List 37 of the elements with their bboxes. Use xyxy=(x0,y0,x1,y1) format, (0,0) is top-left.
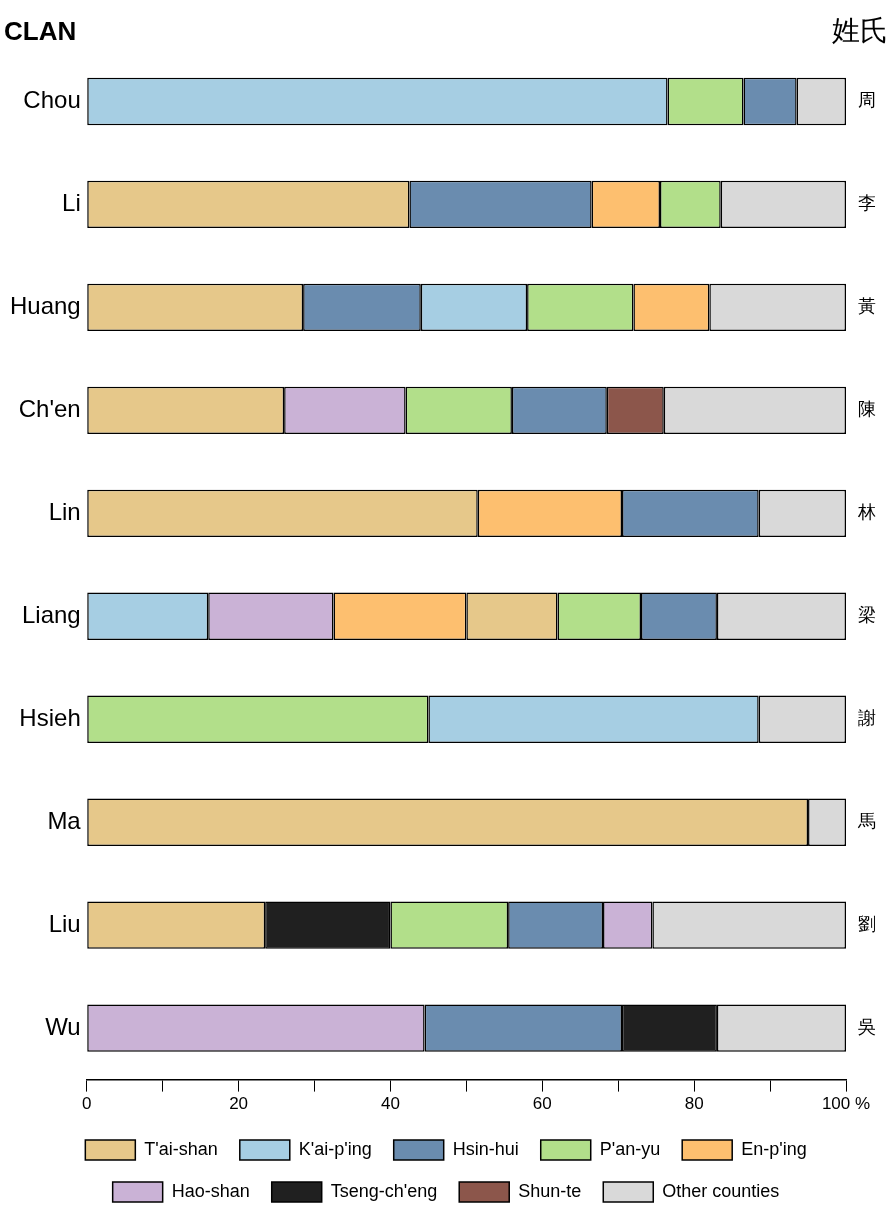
y-tick-label: Liu xyxy=(48,909,81,937)
legend-label: Hao-shan xyxy=(171,1180,250,1201)
legend-label: Shun-te xyxy=(518,1180,582,1201)
legend-label: T'ai-shan xyxy=(144,1138,218,1159)
y2-tick-label: 謝 xyxy=(858,706,876,728)
x-tick-label: 80 xyxy=(684,1094,704,1114)
x-tick-label: 100 % xyxy=(821,1094,871,1114)
x-tick-label: 60 xyxy=(532,1094,552,1114)
y2-axis-title: 姓氏 xyxy=(832,14,888,46)
y-tick-label: Wu xyxy=(45,1012,81,1040)
x-tick-label: 20 xyxy=(229,1094,249,1114)
y2-tick-label: 林 xyxy=(857,500,876,522)
y-tick-label: Ma xyxy=(47,806,82,834)
y2-tick-label: 李 xyxy=(858,192,876,214)
y2-tick-label: 周 xyxy=(858,89,876,111)
y2-tick-label: 馬 xyxy=(857,809,876,831)
x-tick-label: 0 xyxy=(81,1094,92,1114)
y2-tick-label: 劉 xyxy=(858,912,876,934)
y-tick-label: Hsieh xyxy=(19,703,81,731)
y-tick-label: Liang xyxy=(21,600,81,628)
y2-tick-label: 黃 xyxy=(858,295,876,317)
x-tick-label: 40 xyxy=(380,1094,400,1114)
legend-label: Hsin-hui xyxy=(452,1138,519,1159)
y2-tick-label: 梁 xyxy=(858,603,876,625)
y2-tick-label: 吳 xyxy=(858,1015,876,1037)
y2-tick-label: 陳 xyxy=(858,398,876,420)
y-axis-title: CLAN xyxy=(4,16,77,47)
y-tick-label: Chou xyxy=(23,86,81,114)
legend-label: Tseng-ch'eng xyxy=(330,1180,438,1201)
legend-label: K'ai-p'ing xyxy=(298,1138,372,1159)
y-tick-label: Li xyxy=(62,189,81,217)
legend-label: En-p'ing xyxy=(741,1138,807,1159)
y-tick-label: Ch'en xyxy=(18,394,81,422)
legend-label: Other counties xyxy=(662,1180,780,1201)
y-tick-label: Huang xyxy=(9,292,81,320)
legend-label: P'an-yu xyxy=(599,1138,661,1159)
y-tick-label: Lin xyxy=(48,497,81,525)
